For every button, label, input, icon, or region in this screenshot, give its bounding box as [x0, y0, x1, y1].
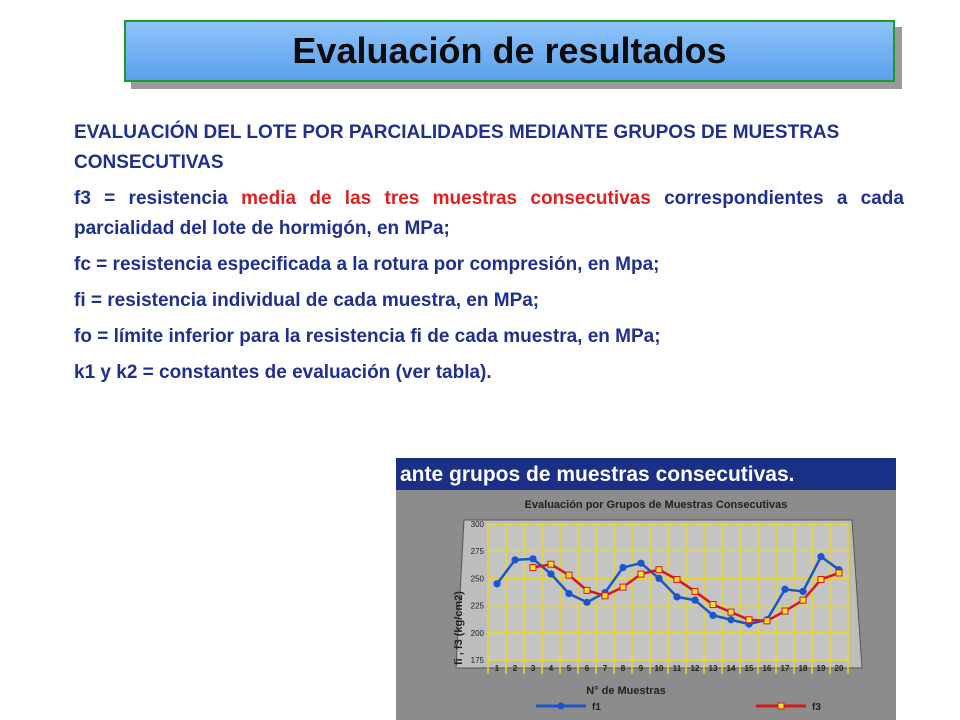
x-tick-label: 1	[495, 664, 500, 673]
x-tick-label: 10	[655, 664, 664, 673]
x-tick-label: 8	[621, 664, 626, 673]
data-point-f3	[709, 601, 717, 609]
definition-fo: fo = límite inferior para la resistencia…	[74, 326, 661, 347]
data-point-f1	[565, 590, 573, 598]
definition-f3-highlight: media de las tres muestras consecutivas	[241, 188, 651, 209]
data-point-f1	[655, 574, 663, 582]
section-heading: EVALUACIÓN DEL LOTE POR PARCIALIDADES ME…	[74, 122, 840, 173]
x-tick-label: 14	[727, 664, 736, 673]
x-axis-label: N° de Muestras	[586, 685, 666, 697]
y-tick-label: 175	[471, 656, 485, 665]
x-tick-label: 17	[781, 664, 790, 673]
data-point-f1	[691, 596, 699, 604]
chart-svg: ante grupos de muestras consecutivas. Ev…	[396, 458, 896, 720]
legend: f1 f3	[536, 702, 821, 713]
data-point-f3	[547, 560, 555, 568]
legend-label-f1: f1	[592, 702, 601, 713]
y-tick-label: 275	[471, 547, 485, 556]
x-tick-label: 19	[817, 664, 826, 673]
definition-fc: fc = resistencia especificada a la rotur…	[74, 254, 660, 275]
y-tick-label: 200	[471, 629, 485, 638]
definition-f3: f3 = resistencia media de las tres muest…	[74, 184, 904, 244]
y-tick-label: 300	[471, 520, 485, 529]
data-point-f3	[799, 596, 807, 604]
definition-fi: fi = resistencia individual de cada mues…	[74, 290, 540, 311]
data-point-f1	[493, 580, 501, 588]
data-point-f3	[763, 617, 771, 625]
banner-text: ante grupos de muestras consecutivas.	[400, 463, 794, 486]
data-point-f3	[529, 564, 537, 572]
x-tick-label: 6	[585, 664, 590, 673]
x-tick-label: 15	[745, 664, 754, 673]
data-point-f3	[673, 575, 681, 583]
data-point-f3	[601, 592, 609, 600]
y-tick-label: 250	[471, 574, 485, 583]
x-tick-label: 18	[799, 664, 808, 673]
data-point-f1	[637, 559, 645, 567]
data-point-f3	[691, 587, 699, 595]
data-point-f3	[583, 586, 591, 594]
content: EVALUACIÓN DEL LOTE POR PARCIALIDADES ME…	[74, 118, 904, 394]
x-tick-label: 4	[549, 664, 554, 673]
x-tick-label: 3	[531, 664, 536, 673]
data-point-f1	[817, 553, 825, 561]
x-tick-label: 2	[513, 664, 518, 673]
data-point-f1	[727, 616, 735, 624]
chart-figure: ante grupos de muestras consecutivas. Ev…	[396, 458, 896, 720]
data-point-f3	[727, 608, 735, 616]
series-line-f1	[496, 554, 840, 626]
data-point-f1	[529, 555, 537, 563]
data-point-f1	[583, 598, 591, 606]
x-tick-label: 5	[567, 664, 572, 673]
data-point-f3	[637, 570, 645, 578]
title-box: Evaluación de resultados	[124, 20, 895, 82]
data-point-f1	[709, 611, 717, 619]
page-title: Evaluación de resultados	[292, 30, 727, 71]
data-point-f3	[817, 575, 825, 583]
y-axis-label: fi , f3 (kg/cm2)	[453, 591, 465, 665]
x-tick-label: 12	[691, 664, 700, 673]
data-point-f3	[619, 583, 627, 591]
data-point-f1	[619, 563, 627, 572]
data-point-f1	[547, 570, 555, 578]
x-tick-label: 11	[673, 664, 682, 673]
x-tick-label: 16	[763, 664, 772, 673]
data-point-f1	[673, 593, 681, 601]
data-point-f3	[745, 616, 753, 624]
data-point-f3	[565, 571, 573, 579]
chart-title: Evaluación por Grupos de Muestras Consec…	[525, 499, 788, 511]
banner-background	[396, 458, 896, 490]
legend-marker-f3	[777, 702, 785, 710]
y-tick-label: 225	[471, 602, 485, 611]
data-point-f3	[655, 566, 663, 574]
data-point-f1	[511, 556, 519, 564]
x-tick-label: 9	[639, 664, 644, 673]
legend-marker-f1	[557, 702, 565, 710]
data-point-f1	[799, 587, 807, 596]
definition-f3-start: f3 = resistencia	[74, 188, 242, 209]
definition-k: k1 y k2 = constantes de evaluación (ver …	[74, 362, 492, 383]
data-point-f3	[781, 607, 789, 615]
x-tick-label: 20	[835, 664, 844, 673]
x-tick-label: 7	[603, 664, 608, 673]
legend-label-f3: f3	[812, 702, 821, 713]
data-point-f1	[781, 585, 789, 593]
definition-f3-end: correspondientes a cada parcialidad del …	[74, 188, 904, 239]
x-tick-label: 13	[709, 664, 718, 673]
data-point-f3	[835, 569, 843, 577]
